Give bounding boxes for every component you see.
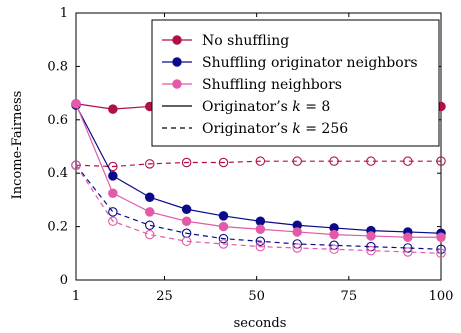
legend-marker bbox=[172, 57, 182, 67]
data-point bbox=[366, 245, 376, 256]
legend-label-text: Originator’s bbox=[202, 99, 292, 115]
y-axis: 0 0.2 0.4 0.6 0.8 1 bbox=[47, 6, 441, 288]
series-line-3 bbox=[75, 164, 442, 250]
data-point bbox=[292, 156, 302, 166]
data-point bbox=[181, 216, 192, 227]
legend-label: Shuffling originator neighbors bbox=[202, 55, 418, 71]
y-tick-label: 0.4 bbox=[47, 166, 68, 181]
series-layer bbox=[71, 99, 446, 259]
x-tick-label: 100 bbox=[429, 289, 454, 304]
legend-box bbox=[151, 19, 440, 147]
legend-label: No shuffling bbox=[202, 33, 289, 49]
data-point bbox=[292, 227, 302, 237]
data-point bbox=[436, 244, 446, 255]
data-point bbox=[329, 156, 339, 166]
legend-label-variable: k bbox=[292, 121, 300, 137]
data-point bbox=[218, 157, 229, 168]
data-point bbox=[292, 243, 302, 253]
data-point bbox=[218, 211, 229, 221]
data-point bbox=[403, 247, 413, 257]
y-tick-label: 1 bbox=[60, 6, 68, 21]
data-point bbox=[71, 99, 81, 109]
x-tick-label: 25 bbox=[156, 289, 173, 304]
y-axis-label: Income-Fairness bbox=[10, 91, 25, 200]
data-point bbox=[436, 156, 446, 166]
data-point bbox=[255, 216, 266, 227]
x-axis-label: seconds bbox=[234, 316, 287, 331]
y-tick-label: 0 bbox=[60, 273, 68, 288]
legend-label-variable: k bbox=[292, 99, 300, 115]
data-point bbox=[181, 236, 192, 247]
legend-label: Originator’s k = 256 bbox=[202, 121, 348, 137]
x-tick-label: 75 bbox=[341, 289, 358, 304]
x-axis: 1 25 50 75 100 bbox=[72, 13, 454, 304]
data-point bbox=[71, 160, 81, 170]
data-point bbox=[218, 233, 229, 244]
series-line-1 bbox=[75, 160, 441, 168]
data-point bbox=[255, 156, 266, 166]
legend-marker bbox=[172, 79, 182, 89]
legend-label-value: = 8 bbox=[301, 99, 331, 115]
data-point bbox=[403, 243, 413, 253]
data-point bbox=[329, 244, 339, 255]
data-point bbox=[403, 232, 413, 243]
data-point bbox=[144, 192, 155, 202]
legend-label: Shuffling neighbors bbox=[202, 77, 342, 93]
data-point bbox=[181, 204, 192, 214]
legend-label-value: = 256 bbox=[301, 121, 348, 137]
data-point bbox=[108, 216, 118, 227]
data-point bbox=[436, 232, 446, 243]
data-point bbox=[255, 224, 266, 235]
data-point bbox=[255, 241, 266, 252]
series-line-5 bbox=[75, 164, 442, 254]
data-point bbox=[144, 220, 155, 231]
y-tick-label: 0.2 bbox=[47, 220, 68, 235]
legend-label: Originator’s k = 8 bbox=[202, 99, 330, 115]
data-point bbox=[403, 156, 413, 166]
data-point bbox=[144, 207, 155, 217]
legend-marker bbox=[172, 35, 182, 45]
x-tick-label: 50 bbox=[248, 289, 265, 304]
data-point bbox=[366, 231, 376, 241]
data-point bbox=[329, 229, 339, 240]
legend: No shuffling Shuffling originator neighbo… bbox=[151, 19, 440, 147]
data-point bbox=[144, 229, 155, 240]
data-point bbox=[108, 207, 118, 217]
data-point bbox=[181, 157, 192, 168]
y-tick-label: 0.6 bbox=[47, 113, 68, 128]
data-point bbox=[108, 188, 118, 198]
data-point bbox=[108, 104, 118, 114]
legend-label-text: Originator’s bbox=[202, 121, 292, 137]
x-tick-label: 1 bbox=[72, 289, 80, 304]
y-tick-label: 0.8 bbox=[47, 59, 68, 74]
data-point bbox=[436, 248, 446, 259]
data-point bbox=[108, 171, 118, 181]
data-point bbox=[218, 239, 229, 249]
data-point bbox=[218, 221, 229, 232]
data-point bbox=[144, 159, 155, 169]
data-point bbox=[255, 236, 266, 247]
data-point bbox=[366, 156, 376, 166]
